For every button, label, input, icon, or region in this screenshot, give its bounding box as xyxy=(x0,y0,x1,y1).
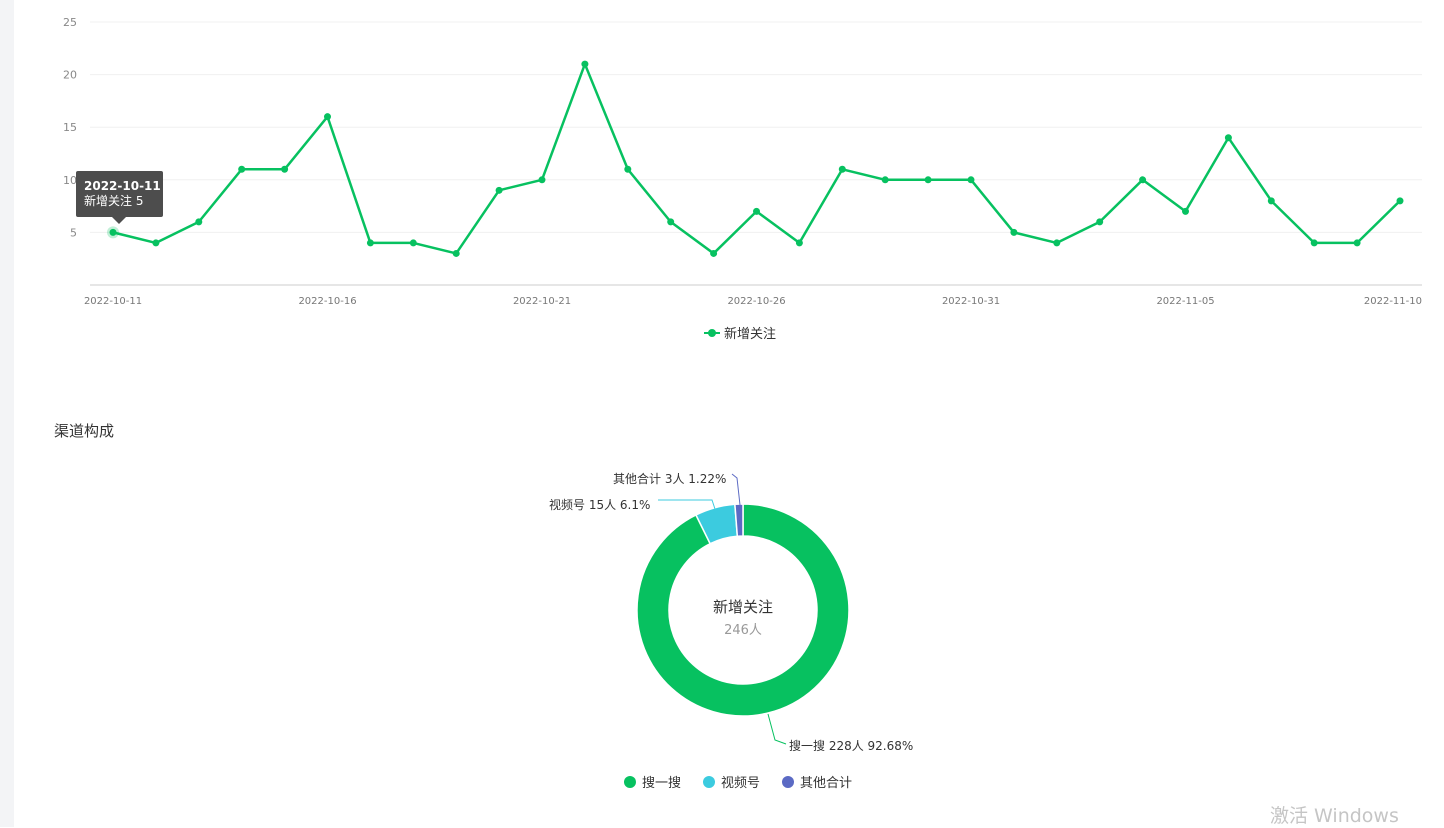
data-point xyxy=(581,60,589,68)
data-point xyxy=(1010,228,1018,236)
data-point xyxy=(924,176,932,184)
leader-line-video xyxy=(658,499,716,510)
data-point xyxy=(881,176,889,184)
x-tick-label: 2022-11-10 xyxy=(1364,296,1422,307)
data-point xyxy=(710,249,718,257)
y-tick-label: 20 xyxy=(63,69,77,82)
data-point xyxy=(1224,134,1232,142)
tooltip-series-value: 5 xyxy=(135,194,144,208)
data-point xyxy=(409,239,417,247)
leader-line-other xyxy=(731,473,741,506)
data-point xyxy=(1139,176,1147,184)
pie-legend-item-other[interactable]: 其他合计 xyxy=(782,772,852,791)
section-title-channel: 渠道构成 xyxy=(54,422,115,440)
pie-legend: 搜一搜 视频号 其他合计 xyxy=(624,772,874,791)
legend-dot-icon xyxy=(782,775,795,788)
data-point xyxy=(1053,239,1061,247)
data-point xyxy=(538,176,546,184)
data-point xyxy=(195,218,203,226)
data-point xyxy=(1182,207,1189,215)
pie-legend-item-video[interactable]: 视频号 xyxy=(703,772,760,791)
x-tick-label: 2022-10-31 xyxy=(942,296,1000,307)
data-point xyxy=(152,239,160,247)
data-point xyxy=(109,228,117,236)
data-point xyxy=(753,207,760,215)
pie-legend-label: 视频号 xyxy=(721,776,761,791)
pie-label-other: 其他合计 3人 1.22% xyxy=(613,472,727,486)
chart-tooltip: 2022-10-11 新增关注 5 xyxy=(76,171,163,224)
y-tick-label: 15 xyxy=(63,121,77,134)
x-tick-label: 2022-10-21 xyxy=(513,296,571,307)
donut-center-value: 246人 xyxy=(724,623,762,638)
data-point xyxy=(1310,239,1318,247)
data-point xyxy=(1267,197,1275,205)
windows-activation-watermark: 激活 Windows xyxy=(1270,805,1399,827)
pie-label-search: 搜一搜 228人 92.68% xyxy=(789,739,914,753)
data-point xyxy=(624,165,632,173)
line-legend-item[interactable]: 新增关注 xyxy=(704,323,776,342)
data-point xyxy=(495,186,503,194)
left-sidebar-edge xyxy=(0,0,14,827)
x-tick-label: 2022-10-26 xyxy=(727,296,785,307)
data-point xyxy=(1396,197,1404,205)
series-line-新增关注 xyxy=(112,62,1401,255)
legend-dot-icon xyxy=(703,775,716,788)
y-tick-label: 10 xyxy=(63,174,77,187)
data-point xyxy=(1353,239,1361,247)
tooltip-series-name: 新增关注 xyxy=(84,194,133,208)
donut-slice-2 xyxy=(734,503,744,538)
pie-legend-label: 其他合计 xyxy=(800,776,853,791)
pie-legend-label: 搜一搜 xyxy=(642,776,682,791)
data-point xyxy=(838,165,846,173)
line-legend-label: 新增关注 xyxy=(724,327,777,342)
tooltip-arrow xyxy=(112,217,126,224)
data-point xyxy=(324,113,331,121)
data-point xyxy=(667,218,675,226)
data-point xyxy=(238,165,246,173)
data-point xyxy=(795,239,803,247)
leader-line-search xyxy=(767,713,787,745)
tooltip-date: 2022-10-11 xyxy=(84,179,161,193)
pie-label-video: 视频号 15人 6.1% xyxy=(549,498,651,512)
donut-slice-1 xyxy=(694,503,739,545)
legend-dot-icon xyxy=(624,775,636,788)
tooltip-value: 新增关注 5 xyxy=(84,194,163,209)
data-point xyxy=(281,165,289,173)
pie-legend-item-search[interactable]: 搜一搜 xyxy=(624,772,681,791)
y-tick-label: 5 xyxy=(70,226,77,239)
data-point xyxy=(967,176,975,184)
data-point xyxy=(366,239,374,247)
data-point xyxy=(1096,218,1104,226)
donut-center-title: 新增关注 xyxy=(712,598,774,616)
y-tick-label: 25 xyxy=(63,16,77,29)
x-tick-label: 2022-10-11 xyxy=(84,296,142,307)
line-legend-marker-icon xyxy=(704,328,720,338)
data-point xyxy=(452,249,460,257)
x-tick-label: 2022-10-16 xyxy=(298,296,356,307)
x-tick-label: 2022-11-05 xyxy=(1156,296,1214,307)
line-chart: 5 10 15 20 25 2022-10-11 2022-10-16 2022-10-21 2… xyxy=(63,16,1422,307)
